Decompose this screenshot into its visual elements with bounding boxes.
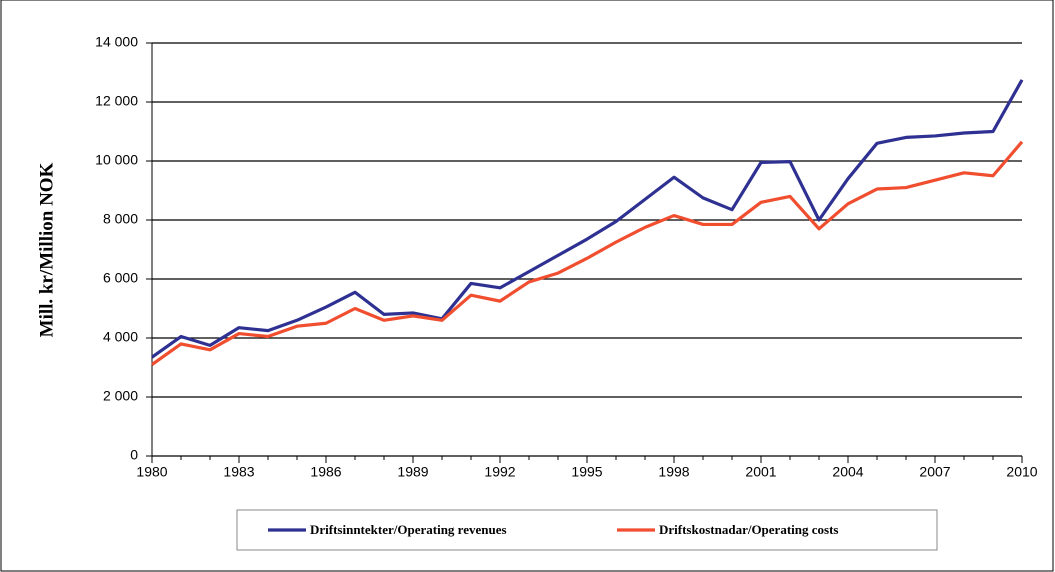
y-tick-label: 10 000 [95,152,138,168]
legend-box [236,509,938,551]
x-tick-label: 2004 [832,464,863,480]
series-line [151,79,1024,359]
x-tick-label: 1998 [658,464,689,480]
y-axis-label: Mill. kr/Million NOK [36,162,57,337]
x-tick-label: 1989 [397,464,428,480]
x-tick-label: 1980 [136,464,167,480]
x-tick-label: 1995 [571,464,602,480]
y-tick-label: 6 000 [103,270,138,286]
x-tick-label: 1986 [310,464,341,480]
x-tick-label: 2001 [745,464,776,480]
y-tick-label: 12 000 [95,93,138,109]
y-tick-label: 4 000 [103,329,138,345]
x-tick-label: 2007 [919,464,950,480]
x-tick-label: 1992 [484,464,515,480]
y-tick-label: 14 000 [95,34,138,50]
legend-label: Driftsinntekter/Operating revenues [310,522,507,537]
y-tick-label: 2 000 [103,388,138,404]
x-tick-label: 2010 [1006,464,1037,480]
y-tick-label: 0 [130,447,138,463]
series-line [151,140,1024,366]
x-tick-label: 1983 [223,464,254,480]
legend-label: Driftskostnadar/Operating costs [659,522,838,537]
y-tick-label: 8 000 [103,211,138,227]
